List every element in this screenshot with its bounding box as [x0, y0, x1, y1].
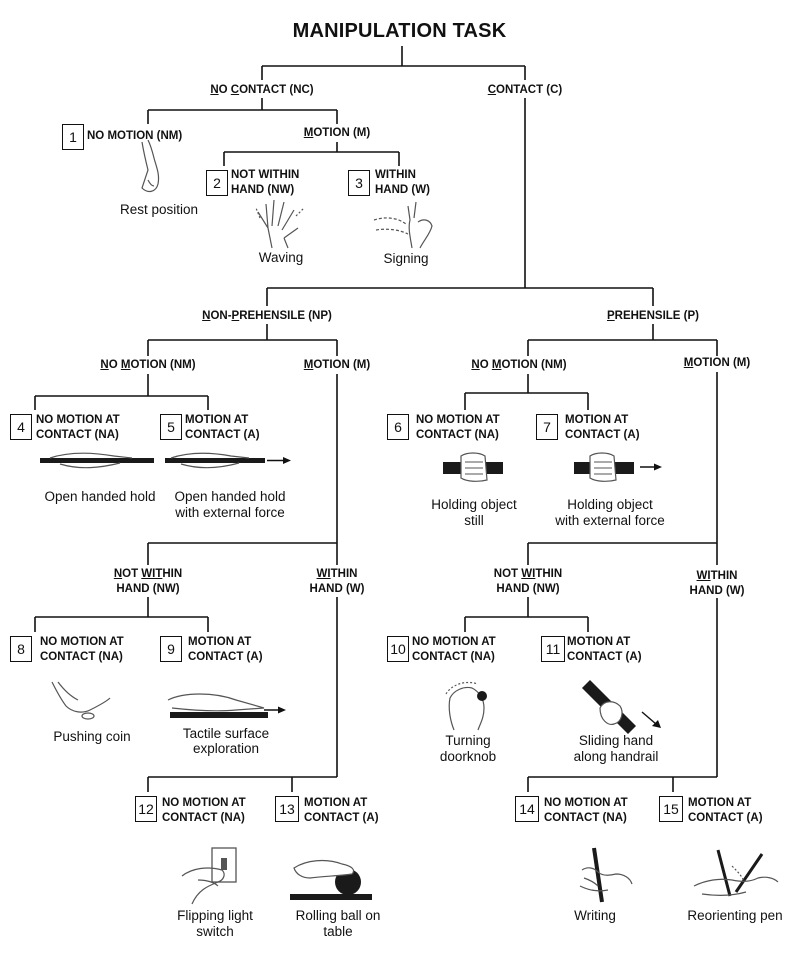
caption-7: Holding object with external force — [555, 497, 665, 528]
category-label-7: MOTION AT CONTACT (A) — [565, 414, 640, 441]
caption-5: Open handed hold with external force — [174, 489, 286, 520]
pushing-coin-icon — [51, 681, 111, 720]
rolling-ball-icon — [290, 859, 372, 900]
category-number-9: 9 — [160, 636, 182, 662]
caption-13: Rolling ball on table — [295, 908, 381, 939]
signing-hand-icon — [373, 201, 433, 249]
open-hand-force-icon — [165, 452, 291, 469]
handrail-hand-icon — [582, 680, 661, 734]
category-number-7: 7 — [536, 414, 558, 440]
rest-position-hand-icon — [141, 140, 160, 193]
header-np-no-motion: NO MOTION (NM) — [100, 359, 196, 371]
caption-12: Flipping light switch — [177, 908, 253, 939]
header-np-within: WITHIN HAND (W) — [309, 568, 365, 595]
light-switch-icon — [181, 847, 237, 905]
category-label-1: NO MOTION (NM) — [87, 130, 183, 142]
category-label-9: MOTION AT CONTACT (A) — [188, 636, 263, 663]
header-prehensile: PREHENSILE (P) — [606, 310, 699, 322]
category-number-13: 13 — [275, 796, 299, 822]
header-np-motion: MOTION (M) — [303, 359, 371, 371]
category-label-8: NO MOTION AT CONTACT (NA) — [40, 636, 124, 663]
category-number-15: 15 — [659, 796, 683, 822]
caption-10: Turning doorknob — [439, 733, 497, 764]
category-label-6: NO MOTION AT CONTACT (NA) — [416, 414, 500, 441]
category-label-14: NO MOTION AT CONTACT (NA) — [544, 797, 628, 824]
category-label-15: MOTION AT CONTACT (A) — [688, 797, 763, 824]
category-label-5: MOTION AT CONTACT (A) — [185, 414, 260, 441]
holding-object-force-icon — [574, 452, 662, 482]
reorienting-pen-icon — [693, 849, 779, 897]
doorknob-hand-icon — [445, 681, 487, 731]
header-p-not-within: NOT WITHIN HAND (NW) — [493, 568, 563, 595]
category-number-14: 14 — [515, 796, 539, 822]
holding-object-icon — [443, 452, 503, 482]
header-no-contact: NO CONTACT (NC) — [210, 84, 314, 96]
header-p-within: WITHIN HAND (W) — [689, 570, 745, 597]
category-number-5: 5 — [160, 414, 182, 440]
caption-4: Open handed hold — [44, 489, 156, 504]
category-number-8: 8 — [10, 636, 32, 662]
category-number-12: 12 — [135, 796, 157, 822]
category-number-4: 4 — [10, 414, 32, 440]
category-label-12: NO MOTION AT CONTACT (NA) — [162, 797, 246, 824]
category-number-10: 10 — [387, 636, 409, 662]
caption-14: Writing — [574, 908, 616, 923]
header-non-prehensile: NON-PREHENSILE (NP) — [202, 310, 332, 322]
header-p-motion: MOTION (M) — [683, 357, 751, 369]
category-label-10: NO MOTION AT CONTACT (NA) — [412, 636, 496, 663]
category-label-3: WITHIN HAND (W) — [375, 169, 430, 196]
caption-6: Holding object still — [431, 497, 517, 528]
header-np-not-within: NOT WITHIN HAND (NW) — [113, 568, 183, 595]
header-nc-motion: MOTION (M) — [303, 127, 371, 139]
caption-15: Reorienting pen — [687, 908, 783, 923]
header-p-no-motion: NO MOTION (NM) — [471, 359, 567, 371]
caption-3: Signing — [383, 251, 429, 266]
writing-hand-icon — [579, 847, 633, 903]
category-label-11: MOTION AT CONTACT (A) — [567, 636, 642, 663]
category-number-2: 2 — [206, 170, 228, 196]
caption-11: Sliding hand along handrail — [573, 733, 659, 764]
category-label-2: NOT WITHIN HAND (NW) — [231, 169, 300, 196]
header-contact: CONTACT (C) — [487, 84, 563, 96]
category-number-11: 11 — [541, 636, 565, 662]
category-number-3: 3 — [348, 170, 370, 196]
tactile-surface-icon — [167, 693, 286, 718]
diagram-title: MANIPULATION TASK — [292, 20, 507, 42]
waving-hand-icon — [255, 199, 305, 249]
caption-2: Waving — [258, 250, 304, 265]
open-hand-hold-icon — [40, 452, 154, 469]
category-label-13: MOTION AT CONTACT (A) — [304, 797, 379, 824]
caption-8: Pushing coin — [53, 729, 131, 744]
category-number-6: 6 — [387, 414, 409, 440]
caption-1: Rest position — [119, 202, 199, 217]
category-label-4: NO MOTION AT CONTACT (NA) — [36, 414, 120, 441]
caption-9: Tactile surface exploration — [182, 726, 270, 756]
category-number-1: 1 — [62, 124, 84, 150]
